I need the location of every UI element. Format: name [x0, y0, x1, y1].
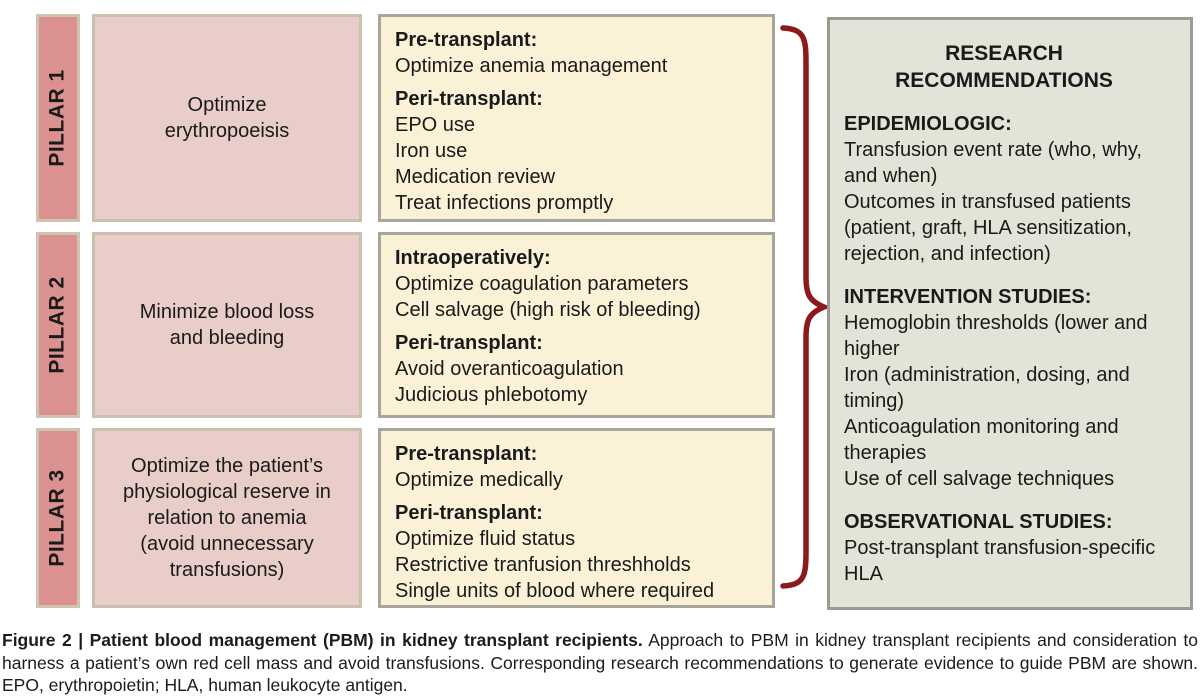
- research-item: Anticoagulation monitoring and therapies: [844, 416, 1119, 464]
- pillar-3-group-2-item: Restrictive tranfusion threshholds: [395, 554, 691, 576]
- pillar-1-group-2-item: Treat infections promptly: [395, 192, 614, 214]
- research-section-heading: EPIDEMIOLOGIC:: [844, 113, 1012, 135]
- pillar-1-group-1-item: Optimize anemia management: [395, 55, 668, 77]
- pillar-1-label: PILLAR 1: [46, 69, 69, 167]
- pillar-2-group-1-item: Optimize coagulation parameters: [395, 273, 689, 295]
- research-title: RESEARCH RECOMMENDATIONS: [895, 42, 1113, 92]
- pillar-3-group-2-heading: Peri-transplant:: [395, 502, 543, 524]
- research-section-heading: OBSERVATIONAL STUDIES:: [844, 511, 1113, 533]
- pillar-2-group-1-heading: Intraoperatively:: [395, 247, 551, 269]
- pillar-2-group-2-heading: Peri-transplant:: [395, 332, 543, 354]
- research-item: Iron (administration, dosing, and timing…: [844, 364, 1130, 412]
- research-item: Hemoglobin thresholds (lower and higher: [844, 312, 1148, 360]
- pillar-3-group-2-item: Single units of blood where required: [395, 580, 715, 602]
- pillar-1-group-2-item: Medication review: [395, 166, 556, 188]
- pillar-3-group-1-item: Optimize medically: [395, 469, 563, 491]
- research-recommendations-box: RESEARCH RECOMMENDATIONS EPIDEMIOLOGIC: …: [827, 17, 1193, 610]
- figure-caption: Figure 2 | Patient blood management (PBM…: [2, 629, 1198, 697]
- research-item: Use of cell salvage techniques: [844, 468, 1115, 490]
- pillar-1-description: Optimize erythropoeisis: [164, 94, 290, 142]
- pillar-2-actions-box: Intraoperatively: Optimize coagulation p…: [378, 232, 775, 418]
- research-item: Post-transplant transfusion-specific HLA: [844, 537, 1156, 585]
- pillar-3-label: PILLAR 3: [46, 469, 69, 567]
- pillar-3-group-1-heading: Pre-transplant:: [395, 443, 538, 465]
- pillar-3-description-box: Optimize the patient’s physiological res…: [92, 428, 362, 608]
- pillar-2-description: Minimize blood loss and bleeding: [139, 301, 315, 349]
- pillar-3-actions-box: Pre-transplant: Optimize medically Peri-…: [378, 428, 775, 608]
- research-section-epidemiologic: EPIDEMIOLOGIC: Transfusion event rate (w…: [844, 111, 1164, 267]
- pillar-1-group-1-heading: Pre-transplant:: [395, 29, 538, 51]
- pillar-2-description-box: Minimize blood loss and bleeding: [92, 232, 362, 418]
- research-section-observational: OBSERVATIONAL STUDIES: Post-transplant t…: [844, 509, 1164, 587]
- figure-caption-text: Approach to PBM in kidney transplant rec…: [2, 630, 1198, 695]
- research-section-heading: INTERVENTION STUDIES:: [844, 286, 1092, 308]
- research-item: Transfusion event rate (who, why, and wh…: [844, 139, 1142, 187]
- pillar-3-description: Optimize the patient’s physiological res…: [123, 455, 331, 581]
- pillar-2-group-2-item: Avoid overanticoagulation: [395, 358, 624, 380]
- pillar-3-group-2-item: Optimize fluid status: [395, 528, 576, 550]
- pillar-1-group-2-item: Iron use: [395, 140, 468, 162]
- pillar-1-actions-box: Pre-transplant: Optimize anemia manageme…: [378, 14, 775, 222]
- pillar-2-group-1-item: Cell salvage (high risk of bleeding): [395, 299, 701, 321]
- pillar-1-group-2-item: EPO use: [395, 114, 476, 136]
- pillar-3-tab: PILLAR 3: [36, 428, 80, 608]
- research-section-intervention: INTERVENTION STUDIES: Hemoglobin thresho…: [844, 284, 1164, 492]
- pillar-1-tab: PILLAR 1: [36, 14, 80, 222]
- pillar-1-group-2-heading: Peri-transplant:: [395, 88, 543, 110]
- pillar-2-group-2-item: Judicious phlebotomy: [395, 384, 588, 406]
- pillar-2-label: PILLAR 2: [46, 276, 69, 374]
- pillar-2-tab: PILLAR 2: [36, 232, 80, 418]
- research-item: Outcomes in transfused patients (patient…: [844, 191, 1132, 265]
- figure-caption-title: Figure 2 | Patient blood management (PBM…: [2, 630, 643, 650]
- pillar-1-description-box: Optimize erythropoeisis: [92, 14, 362, 222]
- curly-brace-icon: [777, 24, 829, 590]
